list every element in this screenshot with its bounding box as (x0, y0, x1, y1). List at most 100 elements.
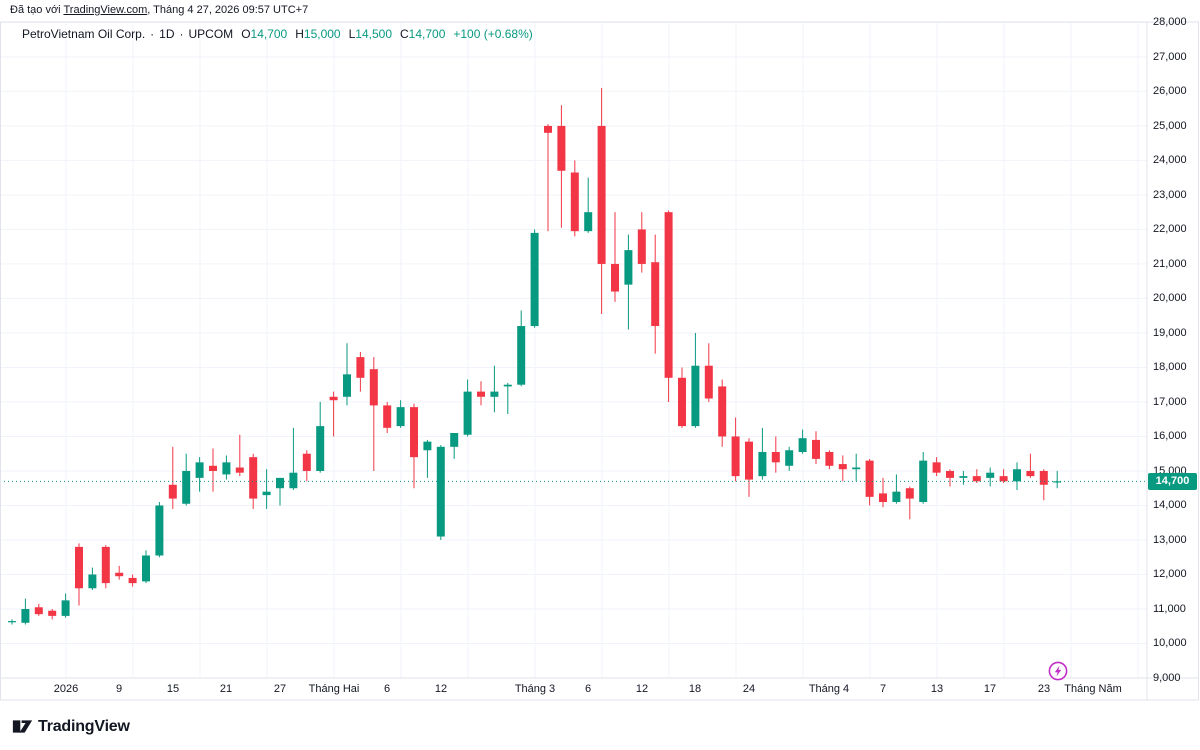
candle (182, 453, 191, 506)
candle (383, 401, 392, 434)
y-axis-label: 24,000 (1153, 154, 1187, 167)
candle-body (155, 505, 164, 556)
y-axis-label: 9,000 (1153, 672, 1181, 684)
change-label: +100 (+0.68%) (453, 27, 533, 41)
tradingview-logo-text[interactable]: TradingView (38, 717, 130, 735)
candle-body (731, 436, 740, 477)
y-axis-label: 17,000 (1153, 395, 1187, 408)
candle (115, 565, 124, 580)
candle-body (865, 460, 874, 497)
candle-body (235, 467, 244, 473)
candle-body (316, 426, 325, 471)
candle (879, 477, 887, 508)
tradingview-link[interactable]: TradingView.com (63, 4, 148, 16)
x-axis-label: 12 (635, 683, 649, 695)
x-axis-label: Tháng 4 (808, 683, 850, 695)
candle (128, 574, 137, 587)
attribution-suffix: , Tháng 4 27, 2026 09:57 UTC+7 (147, 4, 309, 16)
x-axis-label: 27 (273, 683, 287, 695)
candle (21, 598, 30, 625)
candle-body (1013, 469, 1021, 482)
candle (651, 234, 660, 354)
candle-body (798, 438, 807, 452)
x-axis-label: 13 (930, 683, 944, 695)
candle (222, 455, 231, 480)
ohlc-value: 14,500 (355, 27, 392, 41)
candle-body (48, 610, 57, 616)
candle (316, 401, 325, 473)
candle-body (771, 451, 780, 463)
candle-body (463, 391, 472, 435)
candle-body (503, 384, 512, 387)
candle-body (611, 263, 619, 292)
candle (838, 455, 847, 482)
price-scale[interactable]: 28,000 27,000 26,000 25,000 24,000 23,000 22,0… (1150, 0, 1200, 700)
time-scale[interactable]: 2026 9 15 21 27 Tháng Hai 6 12 Tháng 3 6 12 18 24 Thá… (0, 678, 1147, 700)
candle (758, 427, 767, 480)
candle-body (825, 451, 834, 466)
candle (972, 469, 981, 484)
y-axis-label: 18,000 (1153, 361, 1187, 374)
x-axis-label: 17 (983, 683, 997, 695)
candle (1039, 469, 1048, 501)
x-axis-label: 21 (219, 683, 233, 695)
x-axis-label: 24 (742, 683, 756, 695)
candle-body (182, 470, 191, 504)
candle (544, 124, 552, 232)
separator-dot: · (150, 27, 155, 41)
candle (289, 427, 298, 490)
candle (356, 351, 365, 392)
candle-body (222, 462, 231, 475)
candle-body (999, 476, 1008, 482)
candle-body (959, 476, 968, 478)
candle (557, 105, 566, 228)
candle-body (369, 369, 378, 406)
ohlc-value: 14,700 (408, 27, 446, 41)
lightning-icon[interactable] (1047, 660, 1069, 682)
candle-body (168, 484, 177, 499)
x-axis-label: 6 (584, 683, 592, 695)
candle (825, 450, 834, 470)
candle-body (343, 374, 351, 397)
ohlc-value: 15,000 (303, 27, 341, 41)
ohlc-key: O (241, 27, 251, 41)
candle (718, 379, 727, 447)
x-axis-label: 15 (166, 683, 180, 695)
y-axis-label: 27,000 (1153, 50, 1187, 63)
candle (999, 469, 1008, 484)
candle-body (1026, 470, 1035, 477)
attribution: Đã tạo với TradingView.com, Tháng 4 27, … (10, 4, 308, 16)
ohlc-key: C (400, 27, 409, 41)
candle-body (383, 405, 392, 428)
candle (1013, 462, 1021, 490)
candle (490, 365, 499, 413)
candle-body (75, 546, 83, 589)
candle (584, 177, 593, 233)
y-axis-label: 12,000 (1153, 568, 1187, 581)
tradingview-logo-icon[interactable] (12, 716, 33, 737)
candle-body (436, 446, 445, 537)
candle (343, 343, 351, 406)
candle-body (517, 326, 526, 385)
candle-body (892, 491, 901, 503)
candle (745, 438, 753, 497)
candle-body (142, 555, 150, 582)
y-axis-label: 26,000 (1153, 85, 1187, 98)
candle-body (879, 493, 887, 503)
candle-body (838, 464, 847, 470)
candle-body (624, 250, 633, 285)
candle (1053, 470, 1062, 489)
candle (932, 457, 941, 477)
candle (637, 212, 646, 273)
candle-body (691, 365, 700, 427)
candle-body (490, 391, 499, 397)
footer: TradingView (12, 716, 130, 737)
candle-body (678, 377, 686, 427)
ohlc-key: L (348, 27, 356, 41)
candle-body (34, 607, 43, 615)
candle (597, 87, 606, 314)
x-axis-label: Tháng Hai (308, 683, 360, 695)
candle-body (557, 125, 566, 171)
x-axis-label: 6 (383, 683, 391, 695)
